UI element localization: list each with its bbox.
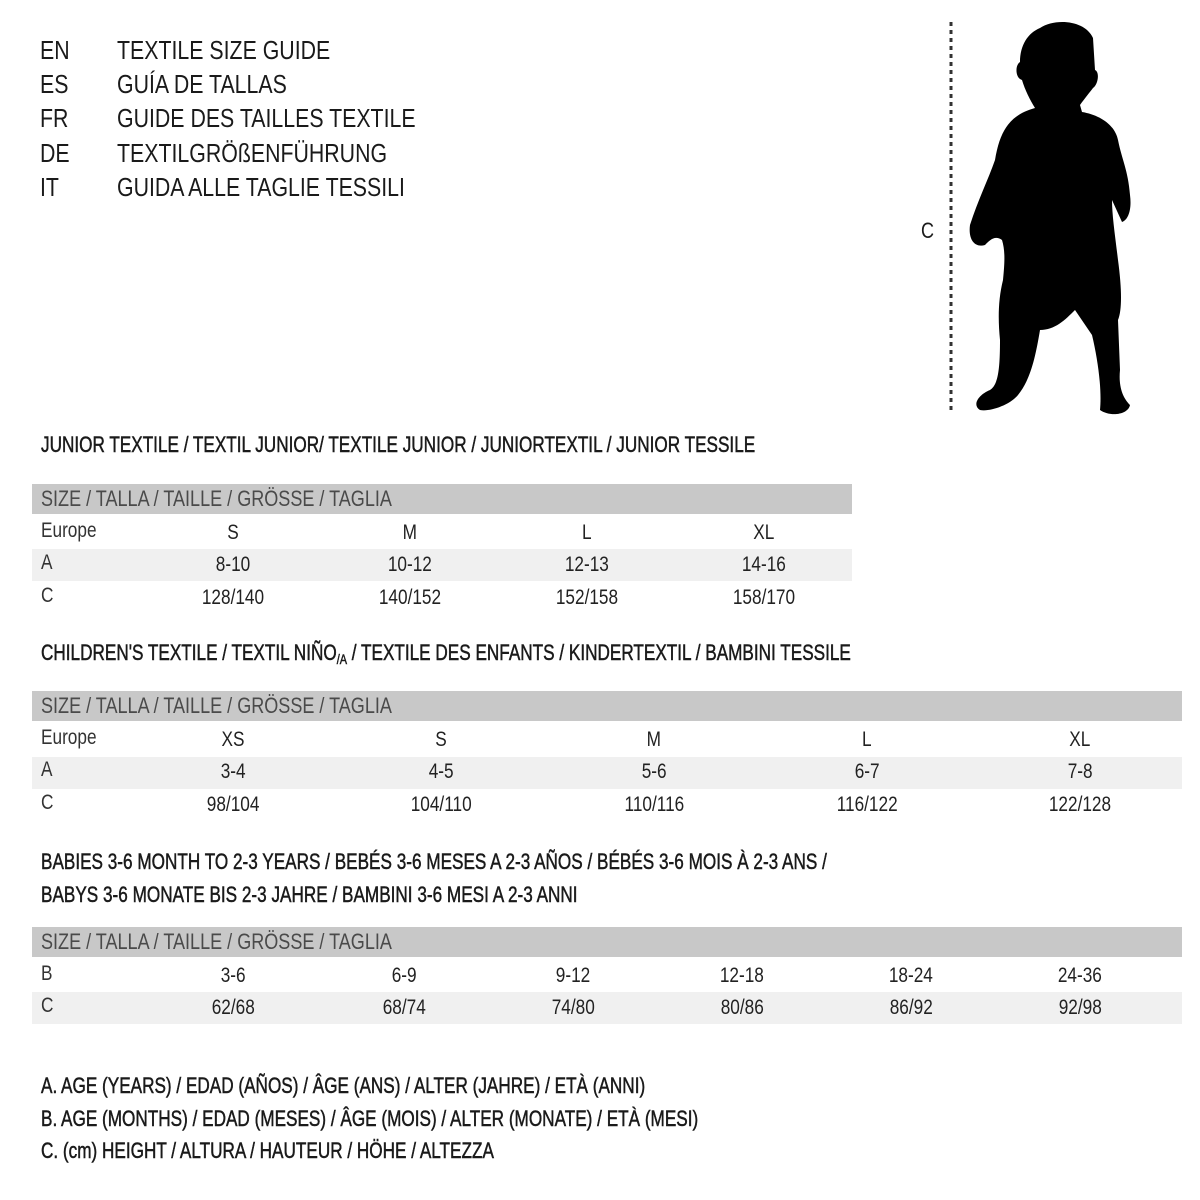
table-cell: 116/122 [836, 793, 898, 816]
measure-label: C [921, 218, 935, 243]
row-background [32, 992, 1182, 1024]
row-background [32, 549, 852, 581]
table-cell: 10-12 [387, 553, 433, 576]
table-cell: 18-24 [888, 964, 934, 987]
lang-code: ES [40, 69, 69, 99]
table-cell: 152/158 [555, 586, 619, 609]
table-cell: S [227, 521, 239, 544]
table-cell: L [862, 728, 872, 751]
table-cell: XL [753, 521, 775, 544]
row-label: C [41, 994, 54, 1017]
table-cell: 80/86 [720, 996, 764, 1019]
table-cell: 92/98 [1058, 996, 1102, 1019]
table-cell: 110/116 [624, 793, 684, 816]
table-cell: 3-4 [220, 760, 246, 783]
table-cell: 12-18 [719, 964, 765, 987]
row-label: B [41, 962, 53, 985]
table-cell: M [646, 728, 662, 751]
size-header-bar: SIZE / TALLA / TAILLE / GRÖSSE / TAGLIA [32, 927, 1182, 957]
table-cell: 68/74 [382, 996, 426, 1019]
lang-code: FR [40, 103, 69, 133]
lang-title: GUÍA DE TALLAS [117, 69, 287, 99]
lang-code: EN [40, 35, 70, 65]
lang-title: GUIDE DES TAILLES TEXTILE [117, 103, 416, 133]
lang-code: DE [40, 138, 70, 168]
table-cell: 86/92 [889, 996, 933, 1019]
table-cell: 12-13 [564, 553, 610, 576]
child-silhouette-icon [949, 22, 1131, 415]
row-label: C [41, 584, 54, 607]
table-cell: 8-10 [215, 553, 251, 576]
section-title-children: CHILDREN'S TEXTILE / TEXTIL NIÑO/A / TEX… [41, 640, 851, 668]
table-cell: 98/104 [206, 793, 260, 816]
row-label: A [41, 758, 53, 781]
lang-title: TEXTILGRÖßENFÜHRUNG [117, 138, 388, 168]
table-cell: 14-16 [741, 553, 787, 576]
table-cell: 9-12 [555, 964, 591, 987]
table-cell: 6-7 [854, 760, 880, 783]
table-cell: 62/68 [211, 996, 255, 1019]
table-cell: 4-5 [428, 760, 454, 783]
legend-a: A. AGE (YEARS) / EDAD (AÑOS) / ÂGE (ANS)… [41, 1073, 646, 1099]
size-header-bar: SIZE / TALLA / TAILLE / GRÖSSE / TAGLIA [32, 691, 1182, 721]
table-cell: 158/170 [732, 586, 796, 609]
table-cell: M [402, 521, 418, 544]
table-cell: 5-6 [641, 760, 667, 783]
row-label: A [41, 551, 53, 574]
size-header-bar: SIZE / TALLA / TAILLE / GRÖSSE / TAGLIA [32, 484, 852, 514]
table-cell: 74/80 [551, 996, 595, 1019]
lang-title: TEXTILE SIZE GUIDE [117, 35, 331, 65]
table-cell: 122/128 [1048, 793, 1112, 816]
table-cell: 128/140 [201, 586, 265, 609]
row-label: Europe [41, 519, 97, 542]
section-title-babies: BABIES 3-6 MONTH TO 2-3 YEARS / BEBÉS 3-… [41, 849, 827, 875]
table-cell: S [435, 728, 447, 751]
row-label: C [41, 791, 54, 814]
table-cell: 3-6 [220, 964, 246, 987]
table-cell: XL [1069, 728, 1091, 751]
row-label: Europe [41, 726, 97, 749]
table-cell: 104/110 [410, 793, 472, 816]
section-title-junior: JUNIOR TEXTILE / TEXTIL JUNIOR/ TEXTILE … [41, 432, 756, 458]
section-title-babies-line2: BABYS 3-6 MONATE BIS 2-3 JAHRE / BAMBINI… [41, 882, 578, 908]
table-cell: XS [221, 728, 245, 751]
lang-title: GUIDA ALLE TAGLIE TESSILI [117, 172, 405, 202]
legend-c: C. (cm) HEIGHT / ALTURA / HAUTEUR / HÖHE… [41, 1138, 494, 1164]
table-cell: L [582, 521, 592, 544]
table-cell: 24-36 [1057, 964, 1103, 987]
table-cell: 6-9 [391, 964, 417, 987]
row-background [32, 757, 1182, 789]
lang-code: IT [40, 172, 59, 202]
table-cell: 140/152 [378, 586, 442, 609]
table-cell: 7-8 [1067, 760, 1093, 783]
legend-b: B. AGE (MONTHS) / EDAD (MESES) / ÂGE (MO… [41, 1106, 699, 1132]
